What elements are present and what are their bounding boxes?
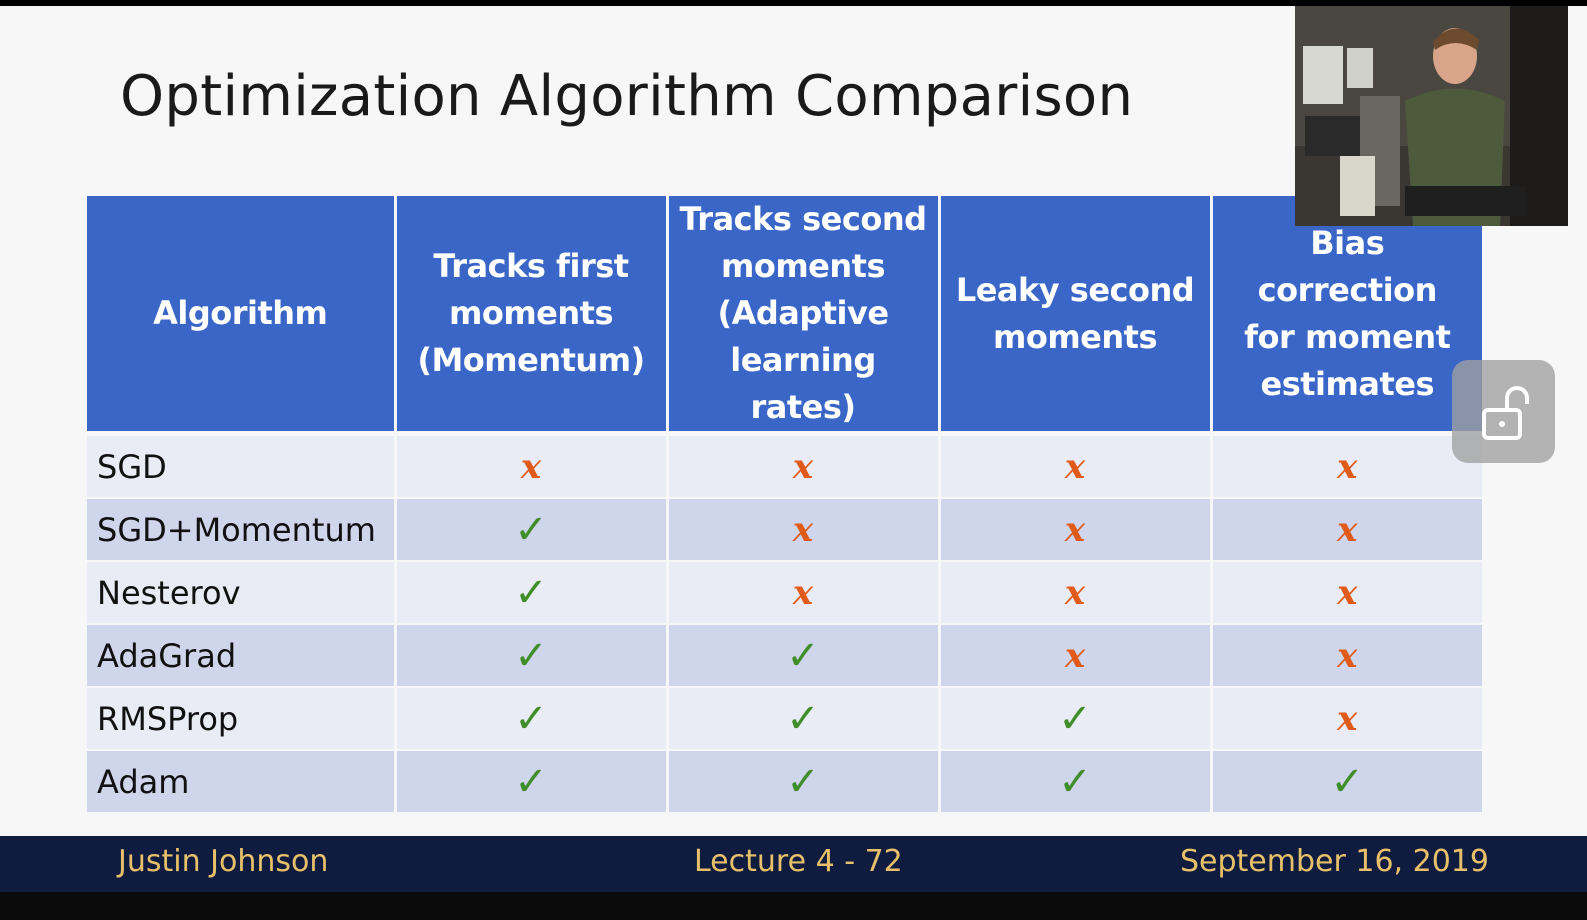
table-cell: x bbox=[665, 431, 939, 498]
table-cell: ✓ bbox=[393, 623, 667, 687]
table-cell: ✓ bbox=[393, 560, 667, 624]
header-line: Tracks second bbox=[679, 200, 927, 238]
cross-icon: x bbox=[1337, 446, 1358, 487]
table-cell: x bbox=[937, 560, 1211, 624]
table-cell: x bbox=[937, 497, 1211, 561]
cross-icon: x bbox=[1064, 446, 1086, 487]
table-row: SGD x x x x bbox=[87, 431, 1482, 498]
table-row: Nesterov ✓ x x x bbox=[87, 560, 1482, 624]
algorithm-name: Nesterov bbox=[87, 560, 395, 624]
algorithm-name: RMSProp bbox=[87, 686, 395, 750]
cross-icon: x bbox=[792, 509, 814, 550]
checkmark-icon: ✓ bbox=[514, 695, 548, 742]
checkmark-icon: ✓ bbox=[514, 758, 548, 805]
slide: Optimization Algorithm Comparison Algori… bbox=[0, 6, 1587, 836]
table-cell: ✓ bbox=[393, 686, 667, 750]
table-body: SGD x x x x SGD+Momentum ✓ x x x Nesterov ✓ x x x AdaGr… bbox=[87, 431, 1482, 812]
header-line: Algorithm bbox=[153, 294, 328, 332]
cross-icon: x bbox=[1064, 509, 1086, 550]
webcam-video-feed bbox=[1295, 6, 1568, 226]
table-header-cell: Tracks second moments (Adaptive learning ra… bbox=[665, 196, 939, 434]
table-cell: x bbox=[665, 560, 939, 624]
table-header-cell: Algorithm bbox=[87, 196, 395, 434]
checkmark-icon: ✓ bbox=[514, 569, 548, 616]
table-header-cell: Bias correction for moment estimates bbox=[1209, 196, 1482, 434]
lock-button[interactable] bbox=[1452, 360, 1555, 463]
algorithm-name: SGD bbox=[87, 431, 395, 498]
table-row: AdaGrad ✓ ✓ x x bbox=[87, 623, 1482, 687]
table-row: Adam ✓ ✓ ✓ ✓ bbox=[87, 749, 1482, 812]
algorithm-name: SGD+Momentum bbox=[87, 497, 395, 561]
video-bottom-bar bbox=[0, 892, 1587, 920]
header-line: moments bbox=[449, 294, 614, 332]
cross-icon: x bbox=[1337, 572, 1358, 613]
table-cell: x bbox=[1209, 623, 1482, 687]
checkmark-icon: ✓ bbox=[786, 758, 820, 805]
slide-footer: Justin Johnson Lecture 4 - 72 September … bbox=[0, 836, 1587, 892]
table-cell: x bbox=[937, 431, 1211, 498]
comparison-table: Algorithm Tracks first moments (Momentum) Tr… bbox=[87, 196, 1482, 812]
table-cell: ✓ bbox=[665, 623, 939, 687]
unlock-icon bbox=[1482, 386, 1529, 440]
checkmark-icon: ✓ bbox=[1058, 695, 1092, 742]
table-cell: ✓ bbox=[393, 497, 667, 561]
checkmark-icon: ✓ bbox=[514, 632, 548, 679]
table-cell: x bbox=[1209, 686, 1482, 750]
table-cell: ✓ bbox=[665, 749, 939, 812]
header-line: Tracks first bbox=[433, 247, 629, 285]
table-header-cell: Leaky second moments bbox=[937, 196, 1211, 434]
video-top-bar bbox=[0, 0, 1587, 6]
algorithm-name: AdaGrad bbox=[87, 623, 395, 687]
header-line: Leaky second bbox=[955, 270, 1195, 309]
table-cell: x bbox=[937, 623, 1211, 687]
cross-icon: x bbox=[1064, 635, 1086, 676]
table-cell: ✓ bbox=[937, 749, 1211, 812]
table-cell: x bbox=[665, 497, 939, 561]
cross-icon: x bbox=[520, 446, 542, 487]
table-cell: ✓ bbox=[393, 749, 667, 812]
table-cell: x bbox=[1209, 560, 1482, 624]
header-line: for moment bbox=[1244, 317, 1451, 356]
cross-icon: x bbox=[1337, 635, 1358, 676]
footer-date: September 16, 2019 bbox=[1180, 844, 1489, 879]
header-line: (Momentum) bbox=[417, 341, 645, 379]
cross-icon: x bbox=[792, 446, 814, 487]
table-cell: ✓ bbox=[937, 686, 1211, 750]
checkmark-icon: ✓ bbox=[786, 632, 820, 679]
table-header-row: Algorithm Tracks first moments (Momentum) Tr… bbox=[87, 196, 1482, 434]
table-cell: ✓ bbox=[665, 686, 939, 750]
cross-icon: x bbox=[1064, 572, 1086, 613]
header-line: (Adaptive bbox=[717, 294, 889, 332]
algorithm-name: Adam bbox=[87, 749, 395, 812]
table-cell: x bbox=[393, 431, 667, 498]
header-line: moments bbox=[993, 317, 1158, 356]
table-cell: x bbox=[1209, 431, 1482, 498]
table-header-cell: Tracks first moments (Momentum) bbox=[393, 196, 667, 434]
header-line: estimates bbox=[1260, 364, 1435, 403]
table-row: SGD+Momentum ✓ x x x bbox=[87, 497, 1482, 561]
checkmark-icon: ✓ bbox=[514, 506, 548, 553]
slide-title: Optimization Algorithm Comparison bbox=[120, 64, 1134, 129]
header-line: moments bbox=[721, 247, 886, 285]
cross-icon: x bbox=[792, 572, 814, 613]
footer-lecture-number: Lecture 4 - 72 bbox=[694, 844, 903, 879]
footer-author: Justin Johnson bbox=[118, 844, 329, 879]
table-row: RMSProp ✓ ✓ ✓ x bbox=[87, 686, 1482, 750]
checkmark-icon: ✓ bbox=[1058, 758, 1092, 805]
table-cell: ✓ bbox=[1209, 749, 1482, 812]
header-line: Bias correction bbox=[1257, 223, 1438, 309]
header-line: learning rates) bbox=[730, 341, 876, 426]
table-cell: x bbox=[1209, 497, 1482, 561]
checkmark-icon: ✓ bbox=[1330, 758, 1364, 805]
checkmark-icon: ✓ bbox=[786, 695, 820, 742]
cross-icon: x bbox=[1337, 698, 1358, 739]
cross-icon: x bbox=[1337, 509, 1358, 550]
